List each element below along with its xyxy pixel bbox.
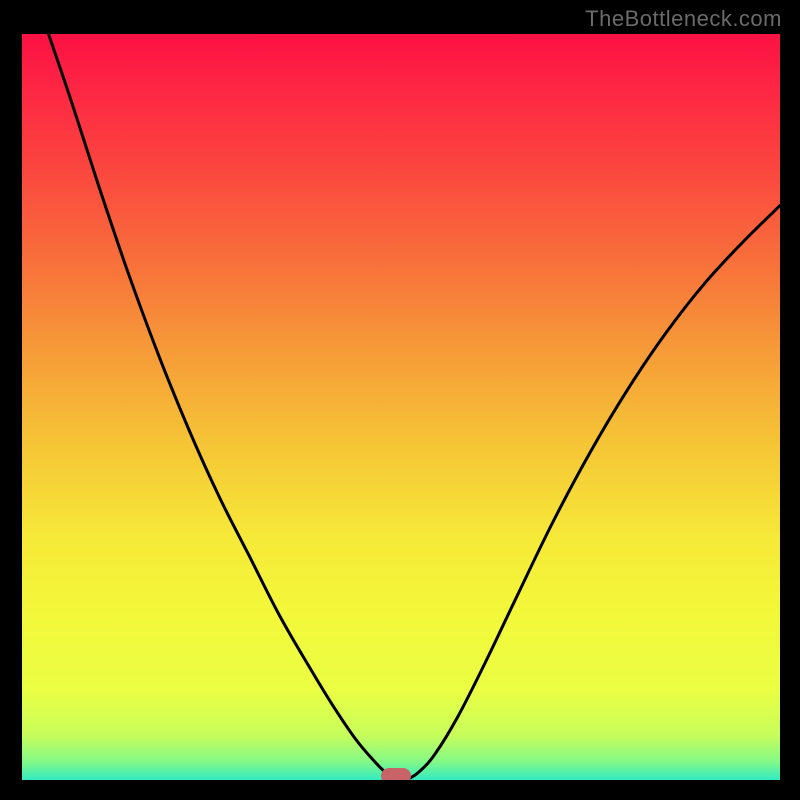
- frame-right: [780, 0, 800, 800]
- optimal-point-marker: [381, 768, 411, 780]
- plot-area: [22, 34, 780, 780]
- watermark-text: TheBottleneck.com: [585, 6, 782, 32]
- frame-bottom: [0, 780, 800, 800]
- bottleneck-v-curve: [22, 34, 780, 780]
- frame-left: [0, 0, 22, 800]
